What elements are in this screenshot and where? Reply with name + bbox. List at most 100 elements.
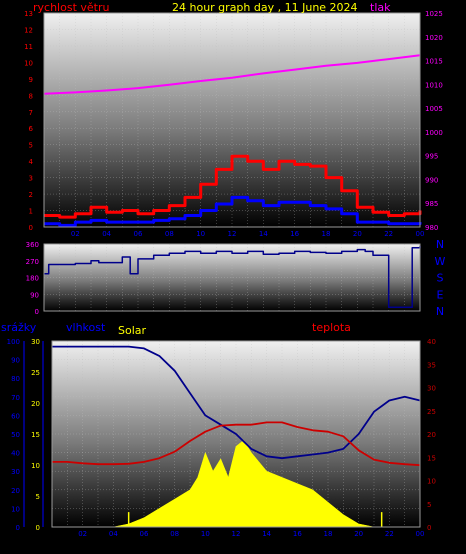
temperature-y-tick: 0 — [427, 524, 431, 532]
weather-panel-frame — [51, 340, 421, 528]
weather-panel-x-tick: 04 — [109, 530, 118, 538]
wind-panel-x-tick: 02 — [71, 230, 80, 238]
weather-panel-x-tick: 22 — [385, 530, 394, 538]
solar-y-tick: 20 — [31, 400, 40, 408]
wind-y-tick: 4 — [29, 158, 34, 166]
wind-y-tick: 6 — [29, 125, 34, 133]
wind-y-tick: 5 — [29, 142, 33, 150]
temperature-y-tick: 20 — [427, 431, 436, 439]
rain-y-tick: 30 — [11, 468, 20, 476]
solar-y-tick: 25 — [31, 369, 40, 377]
pressure-series — [43, 54, 421, 95]
wind-y-tick: 8 — [29, 92, 33, 100]
weather-panel-x-tick: 16 — [293, 530, 302, 538]
rain-y-tick: 20 — [11, 487, 20, 495]
rain-y-tick: 50 — [11, 431, 20, 439]
direction-letter: E — [437, 288, 444, 301]
rain-y-tick: 0 — [16, 524, 20, 532]
temperature-y-tick: 25 — [427, 408, 436, 416]
wind-y-tick: 0 — [29, 224, 33, 232]
direction-y-tick: 90 — [30, 291, 39, 299]
pressure-y-tick: 1020 — [425, 34, 443, 42]
direction-panel-frame — [43, 243, 421, 312]
solar-y-tick: 30 — [31, 338, 40, 346]
temperature-label: teplota — [312, 321, 351, 334]
pressure-label: tlak — [370, 1, 391, 14]
pressure-y-tick: 1010 — [425, 81, 443, 89]
solar-y-tick: 15 — [31, 431, 40, 439]
wind-series — [44, 195, 422, 227]
humidity-label: vlhkost — [66, 321, 106, 334]
chart-title: 24 hour graph day , 11 June 2024 — [172, 1, 358, 14]
wind-panel-frame — [43, 12, 421, 228]
wind-panel-x-tick: 20 — [353, 230, 362, 238]
chart-marks — [43, 54, 422, 528]
direction-letter: N — [436, 305, 444, 318]
wind-panel-x-tick: 06 — [134, 230, 143, 238]
humidity-series — [52, 345, 421, 460]
direction-y-tick: 360 — [26, 241, 39, 249]
wind-panel-x-tick: 04 — [102, 230, 111, 238]
direction-letter: S — [437, 272, 444, 285]
rain-y-tick: 10 — [11, 505, 20, 513]
wind-y-tick: 11 — [24, 43, 33, 51]
temperature-y-tick: 15 — [427, 454, 436, 462]
pressure-y-tick: 1025 — [425, 10, 443, 18]
wind-panel-x-tick: 14 — [259, 230, 268, 238]
rain-y-tick: 60 — [11, 412, 20, 420]
wind-panel-x-tick: 22 — [384, 230, 393, 238]
pressure-y-tick: 990 — [425, 176, 438, 184]
rain-y-tick: 100 — [7, 338, 20, 346]
rain-y-tick: 40 — [11, 450, 20, 458]
weather-panel-x-tick: 02 — [78, 530, 87, 538]
wind-y-tick: 2 — [29, 191, 33, 199]
temperature-y-tick: 5 — [427, 501, 431, 509]
rain-y-tick: 90 — [11, 357, 20, 365]
direction-letter: N — [436, 238, 444, 251]
rain-label: srážky — [1, 321, 37, 334]
wind-panel-x-tick: 10 — [196, 230, 205, 238]
chart-axes: 0123456789101112139809859909951000100510… — [7, 10, 446, 538]
wind-panel-x-tick: 16 — [290, 230, 299, 238]
wind-y-tick: 3 — [29, 175, 33, 183]
weather-panel-x-tick: 06 — [140, 530, 149, 538]
wind-panel-x-tick: 12 — [228, 230, 237, 238]
solar-label: Solar — [118, 324, 147, 337]
weather-panel-x-tick: 12 — [232, 530, 241, 538]
direction-y-tick: 270 — [26, 258, 39, 266]
pressure-y-tick: 1000 — [425, 129, 443, 137]
wind-panel-x-tick: 00 — [416, 230, 425, 238]
weather-panel-x-tick: 08 — [170, 530, 179, 538]
weather-panel-x-tick: 10 — [201, 530, 210, 538]
wind-y-tick: 10 — [24, 59, 33, 67]
wind-y-tick: 13 — [24, 10, 33, 18]
wind-y-tick: 12 — [24, 26, 33, 34]
temperature-y-tick: 35 — [427, 361, 436, 369]
wind-y-tick: 9 — [29, 76, 33, 84]
solar-y-tick: 10 — [31, 462, 40, 470]
chart-labels: rychlost větru 24 hour graph day , 11 Ju… — [1, 1, 391, 337]
rain-y-tick: 70 — [11, 394, 20, 402]
weather-panel-x-tick: 18 — [324, 530, 333, 538]
wind-panel — [44, 13, 420, 227]
wind-y-tick: 7 — [29, 109, 33, 117]
wind-speed-label: rychlost větru — [33, 1, 109, 14]
pressure-y-tick: 995 — [425, 153, 438, 161]
wind-panel-x-tick: 18 — [322, 230, 331, 238]
temperature-y-tick: 10 — [427, 478, 436, 486]
weather-panel-x-tick: 14 — [262, 530, 271, 538]
rain-y-tick: 80 — [11, 375, 20, 383]
solar-y-tick: 5 — [36, 493, 40, 501]
gust-series — [44, 154, 422, 219]
temperature-series — [52, 421, 421, 467]
direction-letter: W — [435, 255, 446, 268]
solar-y-tick: 0 — [36, 524, 40, 532]
temperature-y-tick: 40 — [427, 338, 436, 346]
weather-panel-x-tick: 20 — [354, 530, 363, 538]
direction-series — [44, 245, 421, 309]
pressure-y-tick: 985 — [425, 200, 438, 208]
pressure-y-tick: 1015 — [425, 58, 443, 66]
pressure-y-tick: 980 — [425, 224, 438, 232]
wind-panel-x-tick: 08 — [165, 230, 174, 238]
